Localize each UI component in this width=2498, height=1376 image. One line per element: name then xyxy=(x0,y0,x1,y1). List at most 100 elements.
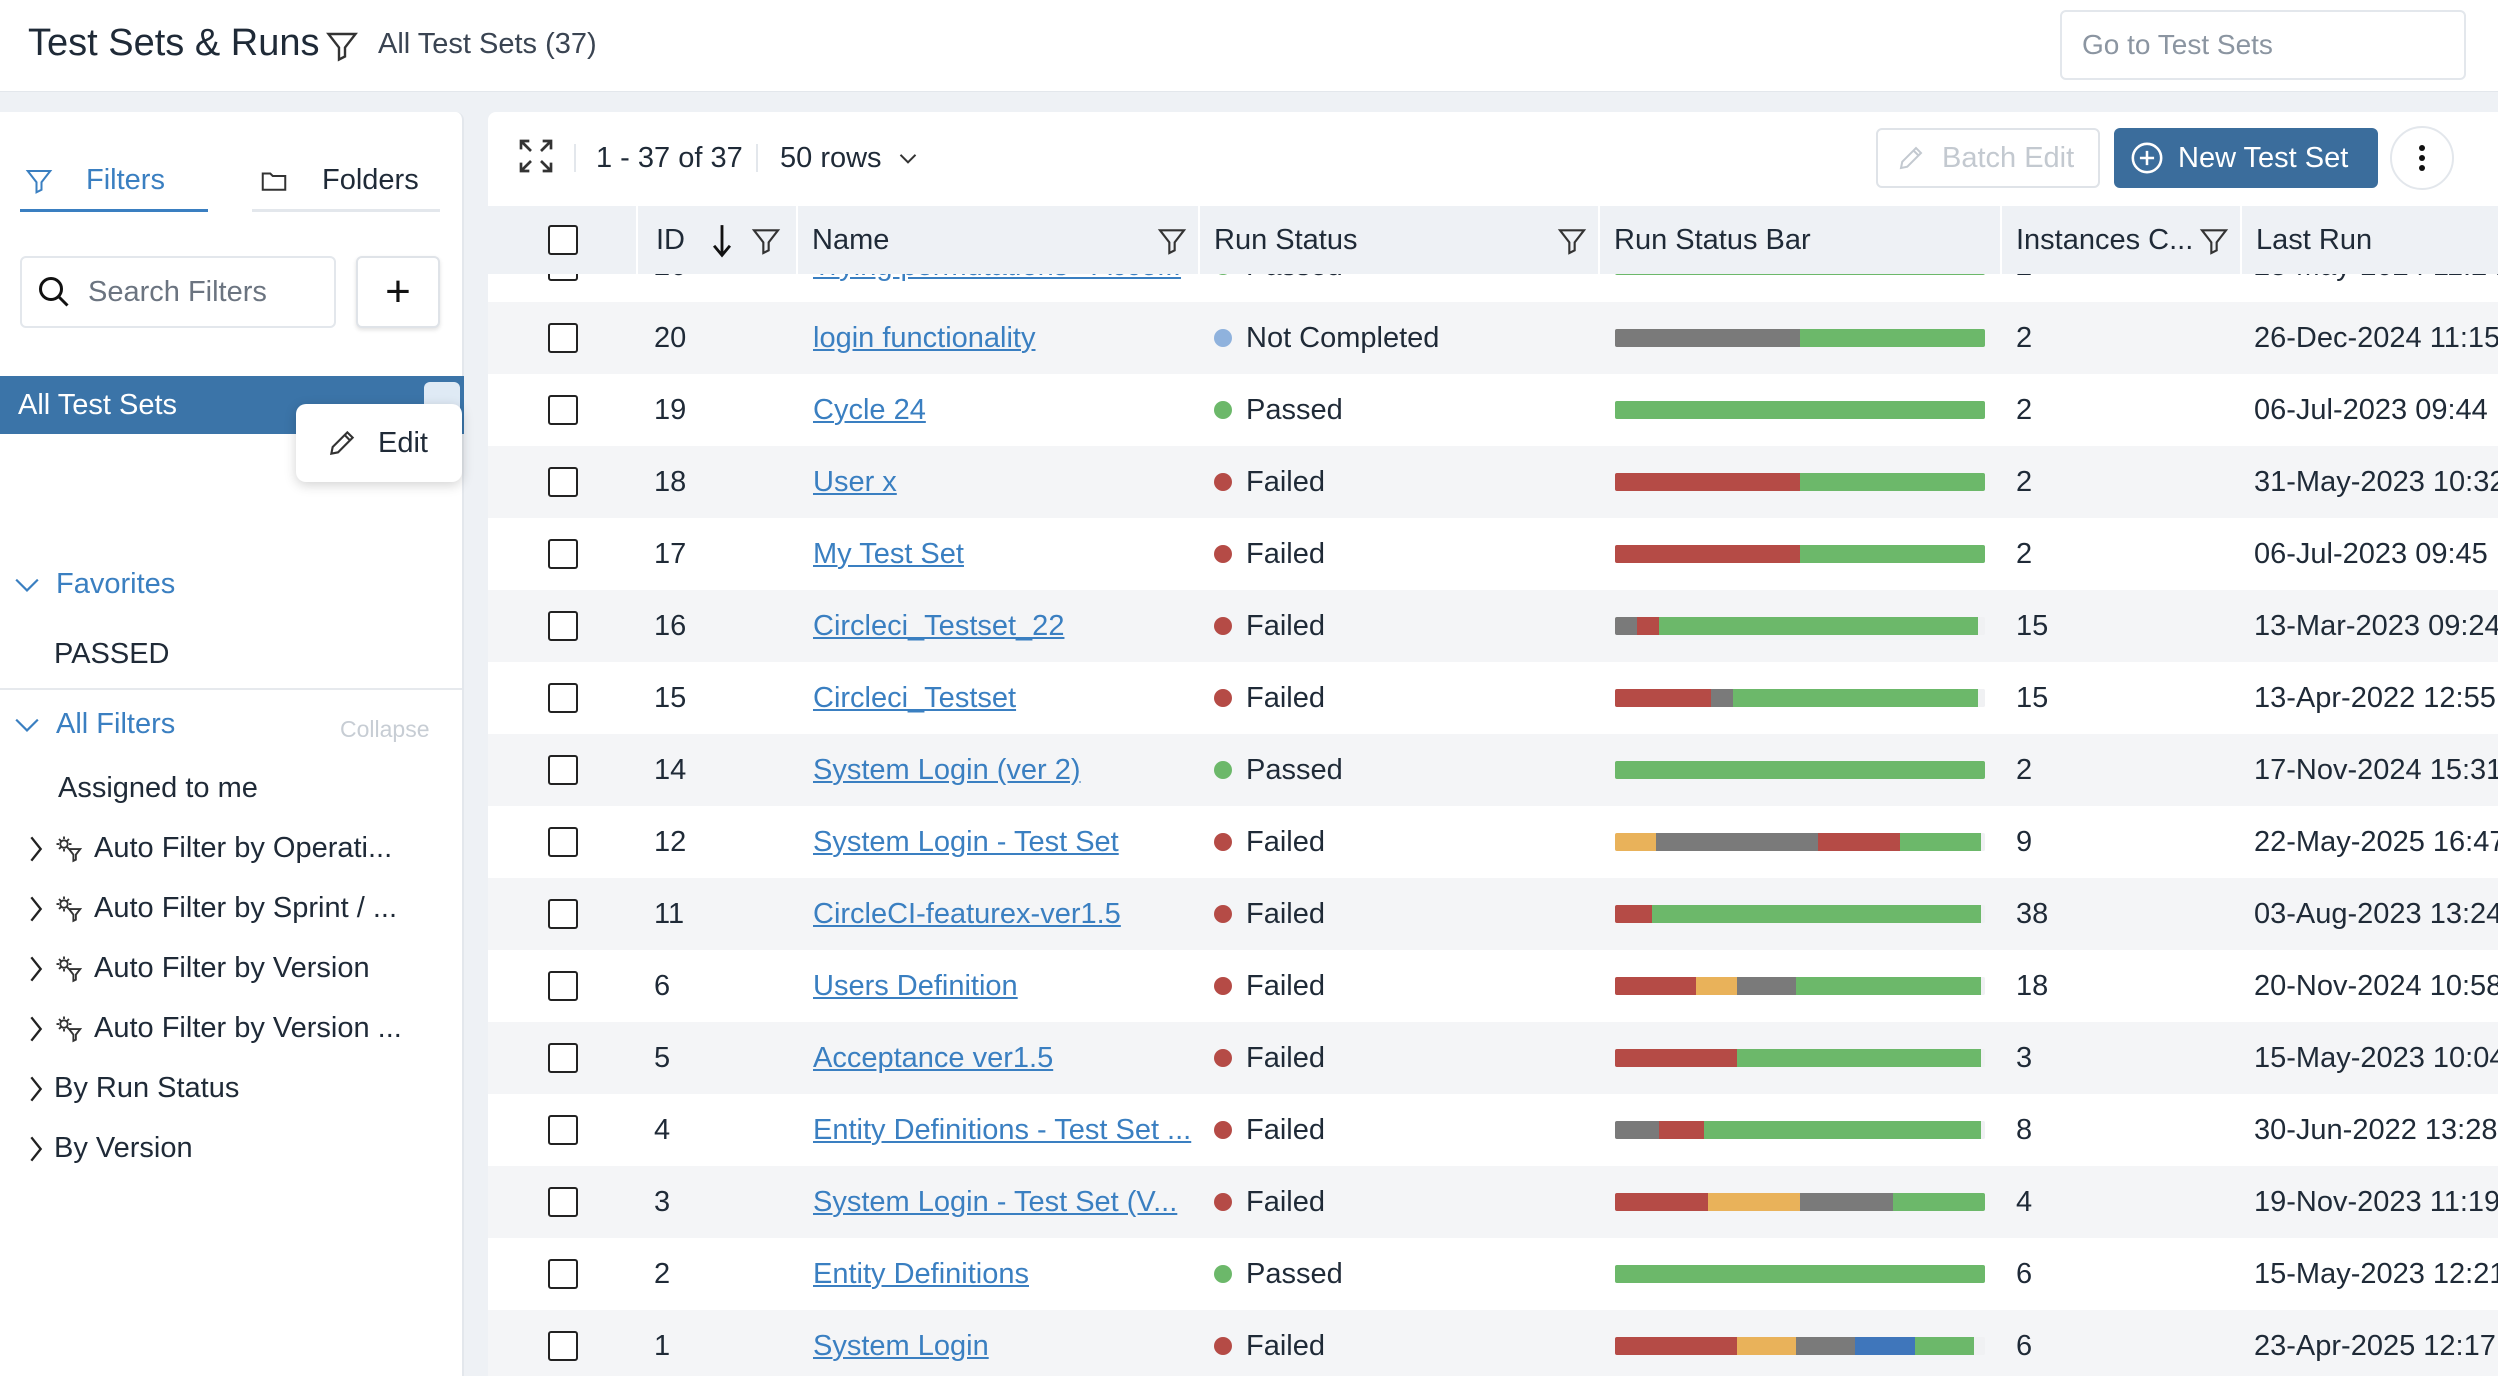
test-set-name-link[interactable]: Circleci_Testset xyxy=(813,681,1017,714)
filter-label[interactable]: All Test Sets (37) xyxy=(378,28,597,60)
row-checkbox[interactable] xyxy=(548,971,578,1001)
run-status-label: Failed xyxy=(1246,1329,1325,1362)
new-test-set-button[interactable]: New Test Set xyxy=(2114,128,2378,188)
test-set-name-link[interactable]: System Login xyxy=(813,1329,989,1362)
row-checkbox[interactable] xyxy=(548,1115,578,1145)
column-header-name[interactable]: Name xyxy=(798,206,1200,274)
column-header-last-run[interactable]: Last Run xyxy=(2242,206,2498,274)
table-row[interactable]: 11 CircleCI-featurex-ver1.5 Failed 38 03-Aug… xyxy=(488,878,2498,950)
row-checkbox[interactable] xyxy=(548,827,578,857)
test-set-name-link[interactable]: Entity Definitions xyxy=(813,1257,1029,1290)
filter-item-auto-sprint[interactable]: Auto Filter by Sprint / ... xyxy=(28,892,397,925)
sort-down-icon[interactable] xyxy=(710,222,734,260)
row-checkbox[interactable] xyxy=(548,899,578,929)
filter-icon[interactable] xyxy=(1556,224,1588,258)
test-set-name-link[interactable]: Entity Definitions - Test Set ... xyxy=(813,1113,1192,1146)
run-status-bar-segment xyxy=(1615,689,1712,707)
filter-item-auto-operation[interactable]: Auto Filter by Operati... xyxy=(28,832,392,865)
run-status-bar-segment xyxy=(1615,329,1800,347)
table-row[interactable]: 2 Entity Definitions Passed 6 15-May-2023 12… xyxy=(488,1238,2498,1310)
column-header-id[interactable]: ID xyxy=(638,206,798,274)
table-row[interactable]: 20 login functionality Not Completed 2 26-De… xyxy=(488,302,2498,374)
row-checkbox[interactable] xyxy=(548,467,578,497)
run-status-bar-segment xyxy=(1615,274,1985,275)
filter-icon[interactable] xyxy=(2198,224,2230,258)
favorites-group[interactable]: Favorites xyxy=(14,568,175,601)
batch-edit-button[interactable]: Batch Edit xyxy=(1876,128,2100,188)
row-checkbox[interactable] xyxy=(548,1259,578,1289)
filter-item-auto-version-2[interactable]: Auto Filter by Version ... xyxy=(28,1012,402,1045)
row-checkbox[interactable] xyxy=(548,1043,578,1073)
table-row[interactable]: 16 Circleci_Testset_22 Failed 15 13-Mar-2023… xyxy=(488,590,2498,662)
test-set-name-link[interactable]: My Test Set xyxy=(813,537,964,570)
column-header-run-status-label: Run Status xyxy=(1214,223,1358,256)
column-header-instances[interactable]: Instances C... xyxy=(2002,206,2242,274)
test-set-name-link[interactable]: Users Definition xyxy=(813,969,1018,1002)
search-filters-input[interactable] xyxy=(88,275,318,309)
all-filters-group[interactable]: All Filters xyxy=(14,708,175,741)
test-set-name-link[interactable]: System Login (ver 2) xyxy=(813,753,1081,786)
table-row[interactable]: 1 System Login Failed 6 23-Apr-2025 12:17 xyxy=(488,1310,2498,1376)
table-row[interactable]: 18 User x Failed 2 31-May-2023 10:32 xyxy=(488,446,2498,518)
filter-item-auto-version[interactable]: Auto Filter by Version xyxy=(28,952,370,985)
row-checkbox[interactable] xyxy=(548,395,578,425)
search-icon xyxy=(39,277,69,307)
collapse-button[interactable]: Collapse xyxy=(340,716,430,742)
test-set-name-link[interactable]: Acceptance ver1.5 xyxy=(813,1041,1054,1074)
table-row[interactable]: 15 Circleci_Testset Failed 15 13-Apr-2022 12… xyxy=(488,662,2498,734)
table-row[interactable]: 17 My Test Set Failed 2 06-Jul-2023 09:45 xyxy=(488,518,2498,590)
filter-icon[interactable] xyxy=(324,26,360,66)
run-status-bar xyxy=(1615,689,1985,707)
more-options-button[interactable] xyxy=(2390,126,2454,190)
row-checkbox[interactable] xyxy=(548,611,578,641)
top-header: Test Sets & Runs All Test Sets (37) xyxy=(0,0,2498,92)
row-checkbox[interactable] xyxy=(548,755,578,785)
test-set-name-link[interactable]: User x xyxy=(813,465,897,498)
tab-folders[interactable]: Folders xyxy=(252,152,440,212)
test-set-name-link[interactable]: CircleCI-featurex-ver1.5 xyxy=(813,897,1121,930)
row-checkbox[interactable] xyxy=(548,1331,578,1361)
column-header-run-status[interactable]: Run Status xyxy=(1200,206,1600,274)
last-run-date: 19-Nov-2023 11:19 xyxy=(2254,1185,2498,1218)
expand-icon[interactable] xyxy=(516,136,556,176)
row-checkbox[interactable] xyxy=(548,539,578,569)
rows-per-page-select[interactable]: 50 rows xyxy=(780,142,918,175)
table-row[interactable]: 12 System Login - Test Set Failed 9 22-May-2… xyxy=(488,806,2498,878)
test-set-name-link[interactable]: System Login - Test Set (V... xyxy=(813,1185,1178,1218)
filter-item-by-run-status[interactable]: By Run Status xyxy=(28,1072,239,1105)
table-row[interactable]: 3 System Login - Test Set (V... Failed 4 19-… xyxy=(488,1166,2498,1238)
edit-label: Edit xyxy=(378,426,428,459)
row-checkbox[interactable] xyxy=(548,274,578,281)
go-to-test-sets-input[interactable] xyxy=(2060,10,2466,80)
table-row[interactable]: 6 Users Definition Failed 18 20-Nov-2024 10:… xyxy=(488,950,2498,1022)
test-set-name-link[interactable]: login functionality xyxy=(813,321,1036,354)
test-set-name-link[interactable]: Trying permutations - Acce... xyxy=(813,274,1181,302)
test-set-name-link[interactable]: Cycle 24 xyxy=(813,393,926,426)
filter-item-assigned-to-me[interactable]: Assigned to me xyxy=(58,772,258,805)
edit-menu-item[interactable]: Edit xyxy=(296,404,462,482)
row-checkbox[interactable] xyxy=(548,1187,578,1217)
table-row[interactable]: 4 Entity Definitions - Test Set ... Failed… xyxy=(488,1094,2498,1166)
table-row[interactable]: 5 Acceptance ver1.5 Failed 3 15-May-2023 10:… xyxy=(488,1022,2498,1094)
run-status-label: Failed xyxy=(1246,609,1325,642)
table-row[interactable]: 26 Trying permutations - Acce... Passed 2 28… xyxy=(488,274,2498,302)
run-status-bar-segment xyxy=(1737,1049,1982,1067)
instances-count: 8 xyxy=(2016,1113,2033,1146)
row-checkbox[interactable] xyxy=(548,683,578,713)
row-id: 15 xyxy=(654,681,687,714)
all-filters-label: All Filters xyxy=(56,708,176,740)
add-filter-button[interactable]: + xyxy=(356,256,440,328)
row-checkbox-cell xyxy=(548,302,578,374)
table-row[interactable]: 19 Cycle 24 Passed 2 06-Jul-2023 09:44 xyxy=(488,374,2498,446)
test-set-name-link[interactable]: System Login - Test Set xyxy=(813,825,1119,858)
test-set-name-link[interactable]: Circleci_Testset_22 xyxy=(813,609,1065,642)
table-row[interactable]: 14 System Login (ver 2) Passed 2 17-Nov-2024… xyxy=(488,734,2498,806)
filter-icon[interactable] xyxy=(750,224,782,258)
select-all-checkbox[interactable] xyxy=(548,225,578,255)
favorite-item-passed[interactable]: PASSED xyxy=(54,638,170,670)
filter-icon[interactable] xyxy=(1156,224,1188,258)
tab-filters[interactable]: Filters xyxy=(20,152,208,212)
row-checkbox[interactable] xyxy=(548,323,578,353)
filter-item-by-version[interactable]: By Version xyxy=(28,1132,193,1165)
column-header-run-status-bar[interactable]: Run Status Bar xyxy=(1600,206,2002,274)
